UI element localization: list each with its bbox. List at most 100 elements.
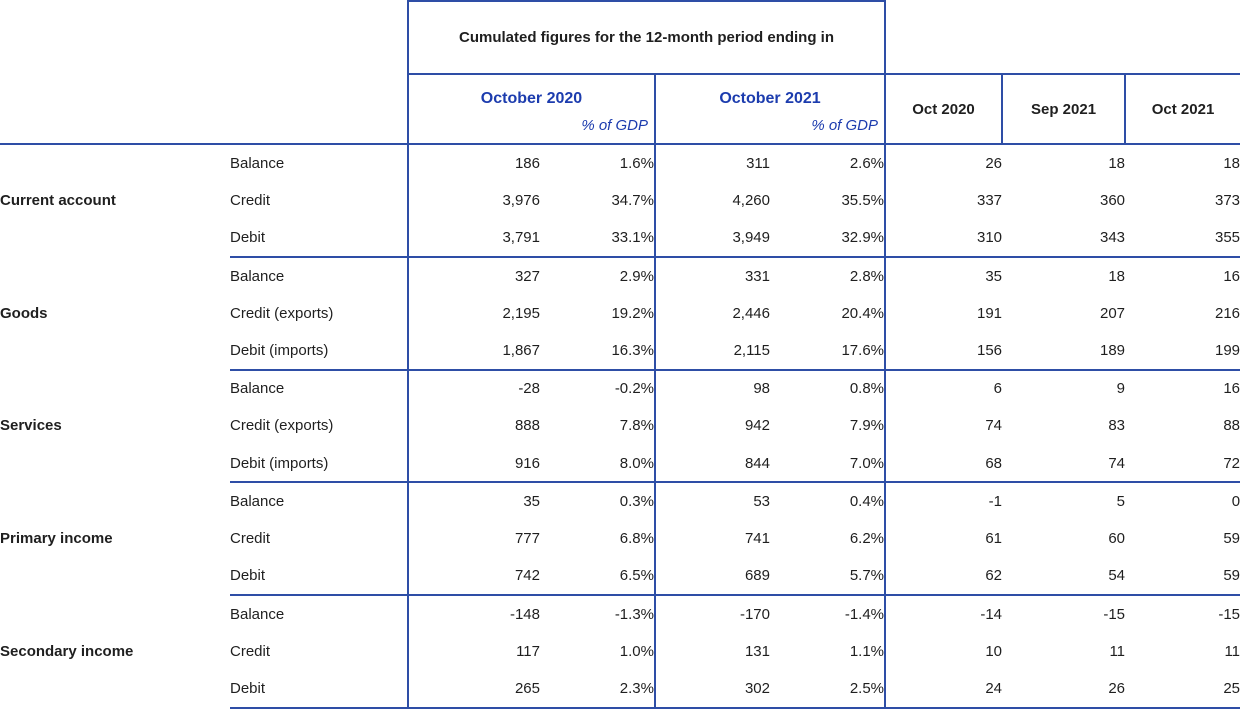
value-cell: 34.7%: [611, 191, 654, 209]
value-cell: 689: [654, 557, 770, 597]
header-spacer-labels: [0, 74, 408, 145]
value-cell: 59: [1223, 530, 1240, 548]
value-cell: 98: [654, 369, 770, 408]
value-cell: 2,446: [654, 294, 770, 332]
table-row: Secondary income Balance -148 -1.3% -170 -1.4…: [0, 595, 1240, 660]
row-label-cell: Credit (exports): [230, 417, 334, 435]
value-cell: 7.8%: [619, 417, 654, 435]
value-cell: 24: [884, 670, 1003, 709]
value-cell: 327: [407, 256, 540, 295]
value-cell: 2.6%: [849, 154, 885, 172]
value-cell: -15: [1103, 605, 1126, 623]
value-cell: 18: [1108, 154, 1126, 172]
row-label-cell: Debit (imports): [230, 331, 408, 371]
value-cell: 2.5%: [770, 670, 886, 709]
value-cell: 360: [1099, 191, 1126, 209]
value-cell: 60: [1108, 530, 1126, 548]
value-cell: 35: [407, 482, 540, 520]
table-row: Credit 117 1.0% 131 1.1% 10 11 11: [0, 632, 1240, 671]
value-cell: 742: [407, 557, 540, 597]
value-cell: 844: [654, 444, 770, 484]
value-cell: 62: [884, 557, 1003, 597]
table-row: Goods Balance 327 2.9% 331 2.8% 35 18 16: [0, 256, 1240, 322]
value-cell: 186: [407, 144, 540, 182]
cumulated-header-cell: Cumulated figures for the 12-month perio…: [406, 0, 887, 74]
value-cell: 2.9%: [619, 267, 654, 285]
value-cell: 53: [654, 482, 770, 520]
value-cell: 33.1%: [540, 219, 655, 258]
value-cell: -1: [884, 482, 1003, 520]
value-cell: 35: [884, 256, 1003, 295]
value-cell: 26: [884, 144, 1003, 182]
value-cell: 72: [1125, 444, 1240, 484]
month-header-oct-2021: Oct 2021: [1124, 73, 1240, 145]
value-cell: 6.2%: [849, 530, 885, 548]
table-row: Debit 742 6.5% 689 5.7% 62 54 59: [0, 557, 1240, 597]
value-cell: 1.0%: [619, 643, 654, 661]
value-cell: 311: [654, 144, 770, 182]
value-cell: 17.6%: [770, 331, 886, 371]
value-cell: 9: [1116, 380, 1126, 398]
value-cell: 6.5%: [540, 557, 655, 597]
value-cell: 2.8%: [849, 267, 885, 285]
value-cell: 11: [1109, 643, 1126, 661]
row-label-cell: Credit: [230, 191, 271, 209]
table-body: Current account Balance 186 1.6% 311 2.6% 26 18…: [0, 144, 1240, 709]
value-cell: 6: [884, 369, 1003, 408]
value-cell: 3,791: [407, 219, 540, 258]
header-spacer-right: [884, 1, 1240, 74]
value-cell: 191: [884, 294, 1003, 332]
group-name-cell: Primary income: [0, 530, 113, 548]
value-cell: 156: [884, 331, 1003, 371]
table-row: Credit (exports) 2,195 19.2% 2,446 20.4% 191 2…: [0, 294, 1240, 332]
value-cell: 18: [1108, 267, 1126, 285]
value-cell: 54: [1002, 557, 1126, 597]
value-cell: 88: [1223, 417, 1240, 435]
table-row: Credit 3,976 34.7% 4,260 35.5% 337 360 373: [0, 181, 1240, 220]
value-cell: 302: [654, 670, 770, 709]
period-label: October 2021: [719, 90, 821, 107]
value-cell: 207: [1099, 304, 1126, 322]
header-spacer-left: [0, 1, 408, 74]
value-cell: 19.2%: [611, 304, 654, 322]
value-cell: 741: [654, 519, 770, 558]
value-cell: 916: [407, 444, 540, 484]
value-cell: -0.2%: [614, 380, 654, 398]
value-cell: 83: [1108, 417, 1126, 435]
month-header-oct-2020: Oct 2020: [884, 73, 1003, 145]
header-row-periods: October 2020 % of GDP October 2021 % of …: [0, 73, 1240, 145]
header-row-cumulated: Cumulated figures for the 12-month perio…: [0, 0, 1240, 74]
value-cell: -170: [654, 595, 770, 633]
value-cell: 0.4%: [849, 493, 885, 511]
table-row: Current account Balance 186 1.6% 311 2.6% 26 18…: [0, 144, 1240, 209]
table-row: Debit (imports) 1,867 16.3% 2,115 17.6% 156 18…: [0, 331, 1240, 371]
group-name-cell: Services: [0, 417, 62, 435]
row-label-cell: Debit: [230, 219, 408, 258]
value-cell: -14: [884, 595, 1003, 633]
value-cell: 16: [1223, 380, 1240, 398]
value-cell: 16.3%: [540, 331, 655, 371]
value-cell: 0: [1231, 493, 1240, 511]
value-cell: 20.4%: [841, 304, 885, 322]
value-cell: 2,115: [654, 331, 770, 371]
value-cell: 35.5%: [841, 191, 885, 209]
period-label: October 2020: [480, 90, 583, 107]
group-name-cell: Current account: [0, 192, 116, 210]
value-cell: 16: [1223, 267, 1240, 285]
row-label-cell: Credit: [230, 530, 271, 548]
value-cell: 942: [654, 407, 770, 445]
value-cell: 310: [884, 219, 1003, 258]
month-header-sep-2021: Sep 2021: [1001, 73, 1126, 145]
value-cell: -1.3%: [614, 605, 654, 623]
period-sublabel: % of GDP: [811, 117, 879, 134]
value-cell: 343: [1002, 219, 1126, 258]
value-cell: -28: [407, 369, 540, 408]
row-label-cell: Balance: [230, 493, 285, 511]
value-cell: -1.4%: [844, 605, 885, 623]
value-cell: 3,949: [654, 219, 770, 258]
table-row: Debit 3,791 33.1% 3,949 32.9% 310 343 355: [0, 219, 1240, 258]
value-cell: 68: [884, 444, 1003, 484]
value-cell: 5: [1116, 493, 1126, 511]
